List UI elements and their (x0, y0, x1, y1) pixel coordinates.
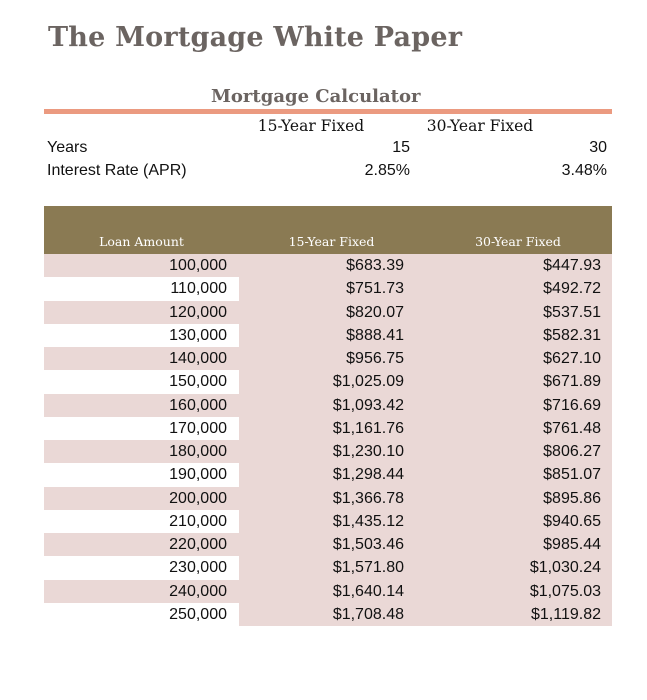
table-row: $1,298.44 $851.07 (239, 463, 612, 486)
loan-amount-cell: 140,000 (44, 347, 239, 371)
payment-15-cell: $1,161.76 (332, 419, 404, 437)
loan-amount-cell: 240,000 (44, 579, 239, 603)
table-header: Loan Amount 15-Year Fixed 30-Year Fixed (44, 206, 612, 254)
loan-amount-cell: 110,000 (170, 280, 227, 298)
payment-15-cell: $820.07 (346, 303, 404, 321)
years-15-value: 15 (392, 139, 410, 156)
loan-amount-cell: 180,000 (44, 440, 239, 464)
table-row: $1,435.12 $940.65 (239, 510, 612, 533)
table-row: $1,640.14 $1,075.03 (239, 580, 612, 603)
table-row: $1,708.48 $1,119.82 (239, 603, 612, 626)
rate-label: Interest Rate (APR) (47, 162, 187, 179)
payment-columns: $683.39 $447.93 $751.73 $492.72 $820.07 $537.… (239, 254, 612, 626)
table-row: $1,503.46 $985.44 (239, 533, 612, 556)
payment-15-cell: $1,093.42 (332, 396, 404, 414)
payment-15-cell: $751.73 (346, 280, 404, 298)
loan-amount-cell: 170,000 (169, 419, 227, 437)
page-title: The Mortgage White Paper (48, 22, 463, 53)
payment-15-cell: $1,435.12 (332, 512, 404, 530)
payment-15-cell: $1,230.10 (332, 443, 404, 460)
payment-30-cell: $716.69 (543, 396, 601, 414)
payment-15-cell: $1,366.78 (332, 489, 404, 507)
loan-amount-cell: 120,000 (44, 300, 239, 324)
table-row: $1,571.80 $1,030.24 (239, 556, 612, 579)
payment-30-cell: $582.31 (543, 326, 601, 344)
rate-15-value: 2.85% (364, 162, 410, 179)
loan-amount-cell: 220,000 (44, 533, 239, 557)
col-head-15: 15-Year Fixed (257, 117, 365, 135)
col-head-30: 30-Year Fixed (426, 117, 534, 135)
payment-30-cell: $1,119.82 (531, 605, 601, 623)
payment-15-cell: $683.39 (346, 257, 404, 274)
payment-15-cell: $1,503.46 (332, 536, 404, 553)
payment-30-cell: $1,075.03 (529, 582, 601, 600)
payment-30-cell: $447.93 (543, 257, 601, 274)
loan-amount-cell: 100,000 (44, 254, 239, 278)
payment-30-cell: $1,030.24 (529, 559, 601, 577)
payment-30-cell: $671.89 (543, 373, 601, 391)
loan-amount-cell: 130,000 (169, 326, 227, 344)
payment-15-cell: $888.41 (346, 326, 404, 344)
loan-amount-column: 100,000 110,000 120,000 130,000 140,000 150,0… (44, 254, 239, 626)
loan-amount-cell: 160,000 (44, 393, 239, 417)
payment-15-cell: $956.75 (346, 350, 404, 367)
payment-30-cell: $627.10 (543, 350, 601, 367)
calculator-title: Mortgage Calculator (211, 86, 421, 107)
payment-15-cell: $1,298.44 (332, 466, 404, 484)
header-15-year: 15-Year Fixed (288, 234, 375, 249)
table-row: $956.75 $627.10 (239, 347, 612, 370)
payment-15-cell: $1,571.80 (332, 559, 404, 577)
payment-30-cell: $985.44 (543, 536, 601, 553)
header-30-year: 30-Year Fixed (475, 234, 561, 249)
loan-amount-cell: 200,000 (44, 486, 239, 510)
payment-30-cell: $940.65 (543, 512, 601, 530)
payment-15-cell: $1,708.48 (332, 605, 404, 623)
table-row: $751.73 $492.72 (239, 277, 612, 300)
table-row: $683.39 $447.93 (239, 254, 612, 277)
payment-30-cell: $761.48 (543, 419, 601, 437)
payment-15-cell: $1,640.14 (332, 582, 404, 600)
years-label: Years (47, 139, 88, 156)
payment-30-cell: $851.07 (543, 466, 601, 484)
payment-30-cell: $895.86 (543, 489, 601, 507)
table-row: $888.41 $582.31 (239, 324, 612, 347)
years-30-value: 30 (589, 139, 607, 156)
loan-amount-cell: 230,000 (169, 559, 227, 577)
payment-30-cell: $492.72 (543, 280, 601, 298)
payment-30-cell: $806.27 (543, 443, 601, 460)
table-row: $820.07 $537.51 (239, 301, 612, 324)
loan-amount-cell: 150,000 (169, 373, 227, 391)
payment-30-cell: $537.51 (543, 303, 601, 321)
payment-15-cell: $1,025.09 (332, 373, 404, 391)
loan-amount-cell: 190,000 (169, 466, 227, 484)
header-loan-amount: Loan Amount (99, 234, 184, 249)
loan-amount-cell: 210,000 (169, 512, 227, 530)
loan-amount-cell: 250,000 (169, 605, 227, 623)
rate-30-value: 3.48% (561, 162, 607, 179)
table-row: $1,230.10 $806.27 (239, 440, 612, 463)
table-row: $1,025.09 $671.89 (239, 370, 612, 393)
table-row: $1,093.42 $716.69 (239, 394, 612, 417)
table-row: $1,366.78 $895.86 (239, 487, 612, 510)
table-row: $1,161.76 $761.48 (239, 417, 612, 440)
title-divider (44, 109, 612, 114)
